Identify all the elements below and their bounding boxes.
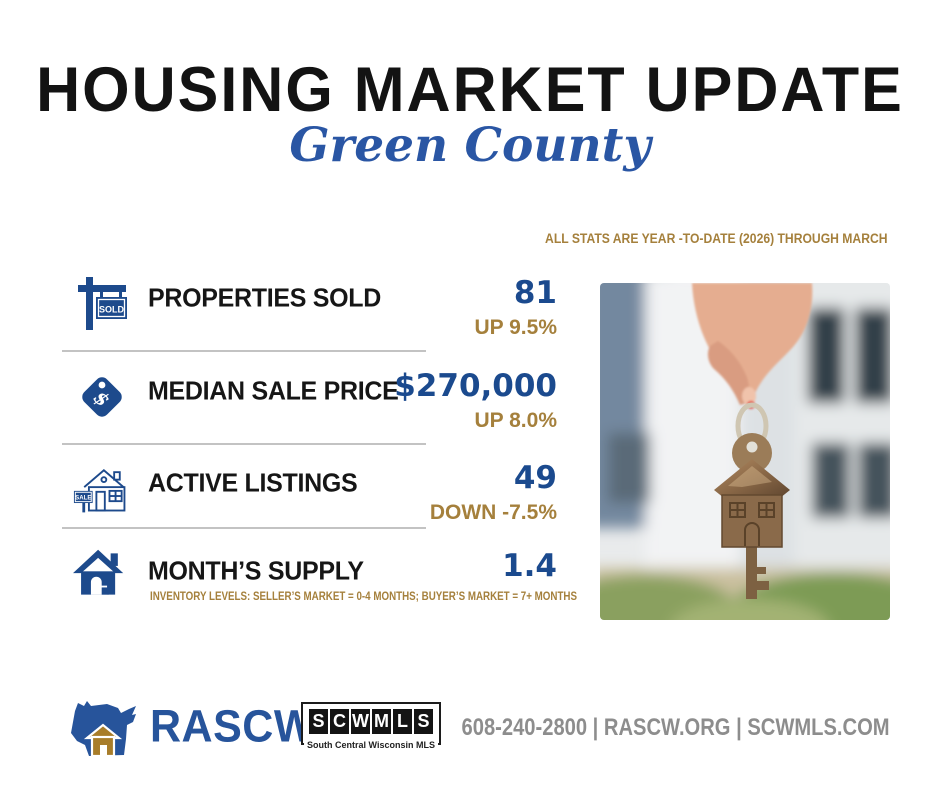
stat-value: 1.4	[502, 548, 557, 584]
scwmls-letter: M	[372, 709, 391, 734]
page-title: HOUSING MARKET UPDATE	[36, 53, 904, 125]
stat-change: UP 9.5%	[474, 316, 558, 339]
scwmls-letter: S	[414, 709, 433, 734]
scwmls-letter: W	[351, 709, 370, 734]
price-tag-icon: $	[82, 377, 122, 417]
stat-change: UP 8.0%	[474, 409, 558, 432]
county-subtitle: Green County	[289, 118, 651, 173]
stat-value: 81	[513, 275, 557, 311]
stat-change: DOWN -7.5%	[429, 501, 557, 524]
stat-row-active-listings: SALE ACTIVE LISTINGS 49 DOWN -7.5%	[65, 460, 557, 550]
house-for-sale-icon: SALE	[73, 469, 126, 513]
scwmls-letter: L	[393, 709, 412, 734]
stat-label: ACTIVE LISTINGS	[148, 468, 358, 498]
scwmls-letter: C	[330, 709, 349, 734]
row-divider	[62, 443, 426, 445]
home-icon	[73, 549, 124, 595]
sold-sign-text: SOLD	[99, 305, 125, 315]
stat-label: MEDIAN SALE PRICE	[148, 376, 399, 406]
keys-photo	[600, 283, 890, 620]
scwmls-letter: S	[309, 709, 328, 734]
rascw-wisconsin-logo	[71, 701, 136, 758]
stat-label: PROPERTIES SOLD	[148, 283, 382, 313]
inventory-note: INVENTORY LEVELS: SELLER’S MARKET = 0-4 …	[150, 591, 577, 603]
stat-row-months-supply: MONTH’S SUPPLY 1.4	[65, 548, 557, 638]
stats-list: SOLD PROPERTIES SOLD 81 UP 9.5% $ MEDIAN…	[62, 270, 557, 620]
hand	[692, 283, 813, 405]
stat-label: MONTH’S SUPPLY	[148, 556, 364, 586]
scwmls-letters: S C W M L S	[309, 709, 433, 734]
stat-row-properties-sold: SOLD PROPERTIES SOLD 81 UP 9.5%	[65, 275, 557, 365]
scwmls-subtitle: South Central Wisconsin MLS	[304, 740, 438, 750]
rascw-wordmark: RASCW	[150, 701, 315, 753]
house-key	[714, 402, 790, 599]
stat-value: 49	[513, 460, 557, 496]
scwmls-logo: S C W M L S South Central Wisconsin MLS	[301, 702, 441, 750]
keys-photo-illustration	[600, 283, 890, 620]
footer-contact: 608-240-2800 | RASCW.ORG | SCWMLS.COM	[461, 714, 890, 741]
ytd-note: ALL STATS ARE YEAR -TO-DATE (2026) THROU…	[545, 231, 888, 246]
stat-value: $270,000	[394, 368, 557, 404]
sold-sign-icon: SOLD	[78, 277, 127, 330]
sale-sign-text: SALE	[75, 495, 91, 502]
stat-row-median-sale-price: $ MEDIAN SALE PRICE $270,000 UP 8.0%	[65, 368, 557, 458]
row-divider	[62, 527, 426, 529]
row-divider	[62, 350, 426, 352]
